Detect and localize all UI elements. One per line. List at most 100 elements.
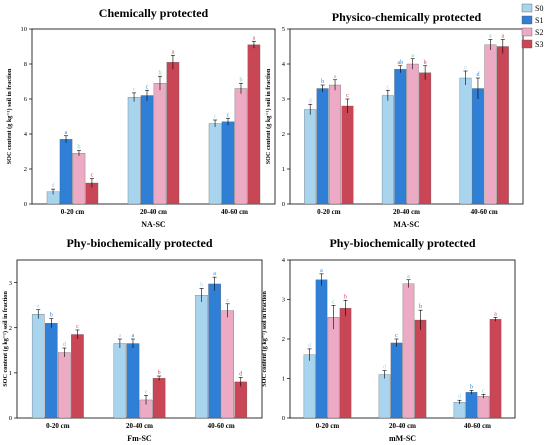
y-tick-label: 0 bbox=[24, 201, 27, 208]
significance-letter: a bbox=[65, 130, 68, 136]
significance-letter: a bbox=[132, 333, 135, 339]
bar-S1 bbox=[208, 283, 221, 419]
significance-letter: d bbox=[308, 343, 311, 349]
significance-letter: c bbox=[76, 324, 79, 330]
bar-S0 bbox=[195, 295, 208, 419]
category-label: 40-60 cm bbox=[464, 422, 491, 430]
bar-S1 bbox=[140, 95, 154, 205]
bar-S2 bbox=[484, 44, 497, 205]
significance-letter: d bbox=[63, 342, 66, 348]
bar-S3 bbox=[339, 308, 352, 419]
y-axis-label: SOC content (g kg⁻¹) soil in fraction bbox=[2, 291, 9, 387]
bar-S0 bbox=[381, 95, 394, 205]
significance-letter: d bbox=[309, 98, 312, 104]
bar-S1 bbox=[471, 88, 484, 205]
significance-letter: d bbox=[52, 183, 55, 189]
bar-S0 bbox=[453, 402, 466, 419]
significance-letter: c bbox=[145, 389, 148, 395]
significance-letter: b bbox=[470, 384, 473, 390]
bar-S2 bbox=[221, 310, 234, 419]
y-tick-label: 4 bbox=[282, 61, 286, 68]
significance-letter: a bbox=[172, 49, 175, 55]
legend: S0 S1 S2 S3 bbox=[521, 3, 543, 49]
y-tick-label: 8 bbox=[24, 61, 27, 68]
category-label: 0-20 cm bbox=[61, 208, 85, 216]
bar-S2 bbox=[153, 83, 167, 205]
bar-S1 bbox=[126, 343, 140, 419]
bar-S0 bbox=[304, 109, 317, 205]
bar-S1 bbox=[59, 139, 73, 205]
significance-letter: c bbox=[464, 65, 467, 71]
significance-letter: b bbox=[158, 70, 161, 76]
legend-label: S2 bbox=[535, 28, 543, 37]
y-tick-label: 6 bbox=[24, 96, 28, 103]
y-tick-label: 2 bbox=[282, 131, 285, 138]
bar-S0 bbox=[378, 374, 391, 419]
bar-S3 bbox=[341, 105, 354, 205]
y-tick-label: 1 bbox=[9, 370, 12, 377]
significance-letter: c bbox=[214, 114, 217, 120]
bar-S1 bbox=[315, 279, 328, 419]
significance-letter: c bbox=[133, 87, 136, 93]
legend-label: S1 bbox=[535, 16, 543, 25]
bar-S0 bbox=[208, 123, 222, 205]
significance-letter: d bbox=[458, 394, 461, 400]
category-label: 20-40 cm bbox=[393, 208, 420, 216]
y-tick-label: 2 bbox=[282, 336, 285, 343]
bar-S2 bbox=[406, 63, 419, 205]
plot-frame bbox=[31, 28, 276, 205]
significance-letter: b bbox=[419, 304, 422, 310]
y-tick-label: 5 bbox=[282, 26, 285, 33]
significance-letter: a bbox=[489, 34, 492, 40]
chart-panel-2: Physico-chemically protected 0 1 2 3 4 5 SOC co… bbox=[265, 10, 524, 229]
legend-swatch-S3 bbox=[521, 39, 533, 49]
legend-label: S3 bbox=[535, 40, 543, 49]
bar-S1 bbox=[394, 69, 407, 205]
bar-S1 bbox=[45, 323, 58, 419]
significance-letter: a bbox=[334, 74, 337, 80]
bar-S2 bbox=[477, 396, 490, 419]
significance-letter: c bbox=[146, 84, 149, 90]
bar-S1 bbox=[465, 392, 478, 419]
bar-S3 bbox=[496, 46, 509, 205]
y-tick-label: 4 bbox=[282, 257, 286, 264]
category-label: 0-20 cm bbox=[317, 208, 341, 216]
significance-letter: c bbox=[226, 298, 229, 304]
x-axis-label: mM-SC bbox=[389, 434, 416, 443]
y-tick-label: 3 bbox=[282, 96, 285, 103]
significance-letter: b bbox=[239, 77, 242, 83]
legend-swatch-S0 bbox=[521, 3, 533, 13]
category-label: 40-60 cm bbox=[208, 422, 235, 430]
bar-S3 bbox=[71, 334, 84, 419]
significance-letter: d bbox=[476, 72, 479, 78]
bar-S3 bbox=[152, 378, 166, 419]
x-axis-label: Fm-SC bbox=[127, 434, 152, 443]
category-label: 20-40 cm bbox=[140, 208, 167, 216]
significance-letter: c bbox=[332, 299, 335, 305]
significance-letter: c bbox=[482, 388, 485, 394]
bar-S3 bbox=[419, 72, 432, 205]
panel-title: Chemically protected bbox=[99, 6, 209, 20]
significance-letter: a bbox=[494, 311, 497, 317]
bar-S2 bbox=[329, 84, 342, 205]
plot-frame bbox=[16, 259, 263, 419]
significance-letter: d bbox=[383, 365, 386, 371]
category-label: 0-20 cm bbox=[316, 422, 340, 430]
x-axis-label: NA-SC bbox=[141, 220, 166, 229]
significance-letter: c bbox=[387, 84, 390, 90]
bar-S2 bbox=[58, 352, 71, 419]
bar-S0 bbox=[31, 314, 45, 419]
significance-letter: a bbox=[37, 304, 40, 310]
panel-title: Phy-biochemically protected bbox=[329, 236, 475, 250]
significance-letter: b bbox=[50, 313, 53, 319]
category-label: 20-40 cm bbox=[389, 422, 416, 430]
significance-letter: a bbox=[320, 268, 323, 274]
panel-title: Phy-biochemically protected bbox=[66, 236, 212, 250]
bar-S0 bbox=[459, 77, 472, 205]
y-tick-label: 0 bbox=[282, 415, 285, 422]
significance-letter: a bbox=[407, 274, 410, 280]
legend-swatch-S1 bbox=[521, 15, 533, 25]
y-tick-label: 2 bbox=[24, 166, 27, 173]
